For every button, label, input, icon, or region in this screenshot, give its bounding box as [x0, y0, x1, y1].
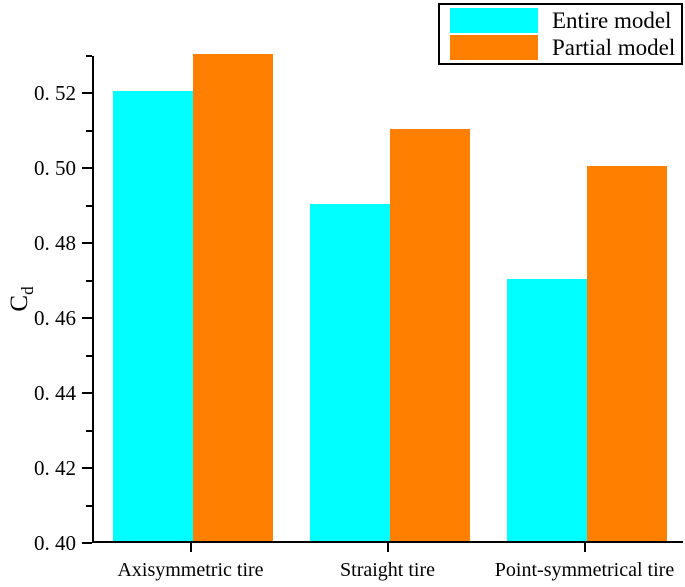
y-axis-tick — [82, 467, 92, 470]
bar-partial-model-3 — [586, 166, 667, 541]
y-axis-tick-label: 0. 50 — [34, 156, 76, 181]
bar-entire-model-3 — [506, 278, 587, 541]
y-axis-tick — [82, 167, 92, 170]
y-axis-minor-tick — [86, 429, 92, 432]
y-axis-tick — [82, 317, 92, 320]
x-axis-label: Straight tire — [340, 559, 435, 581]
y-axis-tick-label: 0. 40 — [34, 531, 76, 555]
bar-partial-model-2 — [389, 128, 470, 541]
x-axis-tick — [386, 543, 389, 552]
y-axis-tick-label: 0. 46 — [34, 306, 76, 331]
y-axis-minor-tick — [86, 279, 92, 282]
y-axis-tick-label: 0. 52 — [34, 81, 76, 106]
y-axis-tick — [82, 542, 92, 544]
legend-label: Entire model — [552, 8, 672, 34]
y-axis-minor-tick — [86, 354, 92, 357]
x-axis-tick — [189, 543, 192, 552]
legend-swatch-partial-model — [450, 34, 538, 60]
legend-item-partial-model: Partial model — [450, 34, 681, 60]
x-axis-label: Axisymmetric tire — [117, 559, 264, 581]
y-axis-tick-label: 0. 48 — [34, 231, 76, 256]
legend: Entire model Partial model — [438, 3, 683, 65]
y-axis-minor-tick — [86, 504, 92, 507]
y-axis-tick — [82, 242, 92, 245]
legend-swatch-entire-model — [450, 8, 538, 34]
y-axis-tick-label: 0. 44 — [34, 381, 76, 406]
y-axis-title-sub: d — [18, 286, 37, 295]
plot-area — [92, 54, 683, 543]
y-axis-minor-tick — [86, 129, 92, 132]
y-axis-tick — [82, 92, 92, 95]
legend-item-entire-model: Entire model — [450, 8, 681, 34]
bar-entire-model-1 — [112, 91, 193, 541]
legend-label: Partial model — [552, 34, 676, 60]
bar-partial-model-1 — [192, 54, 273, 541]
x-axis-label: Point-symmetrical tire — [494, 559, 675, 581]
bar-entire-model-2 — [309, 203, 390, 541]
y-axis-tick — [82, 392, 92, 395]
y-axis-tick-label: 0. 42 — [34, 456, 76, 481]
y-axis-minor-tick — [86, 204, 92, 207]
x-axis-tick — [583, 543, 586, 552]
y-axis-minor-tick — [86, 55, 92, 57]
